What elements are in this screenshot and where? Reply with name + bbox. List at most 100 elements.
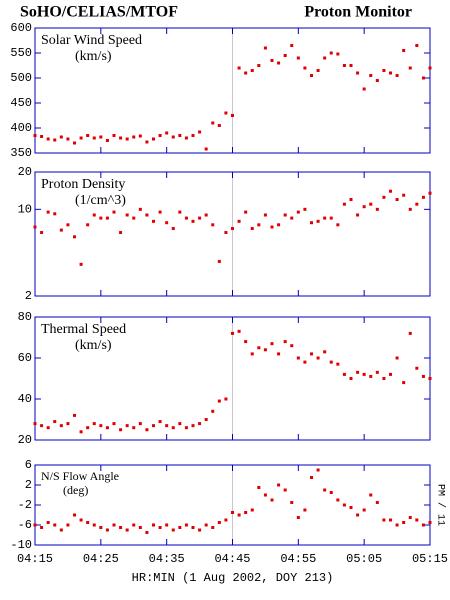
y-tick-label: 20	[18, 433, 32, 447]
data-point	[73, 413, 76, 417]
data-point	[46, 210, 50, 214]
data-point	[375, 207, 379, 211]
data-point	[171, 135, 175, 139]
data-point	[342, 202, 346, 206]
data-point	[158, 134, 162, 137]
data-point	[138, 422, 142, 426]
data-point	[382, 69, 386, 72]
data-point	[145, 140, 149, 144]
y-tick-label: 40	[18, 392, 32, 406]
data-point	[191, 526, 195, 529]
data-point	[402, 381, 406, 385]
data-point	[132, 523, 136, 527]
data-point	[356, 370, 360, 374]
data-point	[356, 213, 360, 217]
data-point	[270, 59, 274, 62]
data-point	[277, 61, 281, 65]
data-point	[290, 344, 294, 348]
data-point	[428, 377, 432, 380]
data-point	[105, 528, 109, 532]
x-tick-label: 04:15	[17, 552, 53, 566]
data-point	[40, 424, 44, 428]
panel-label: Proton Density	[41, 177, 125, 192]
data-point	[125, 424, 129, 428]
y-tick-label: -10	[10, 538, 32, 552]
data-point	[224, 231, 228, 235]
data-point	[165, 424, 169, 428]
panel-label: Thermal Speed	[41, 322, 126, 337]
data-point	[395, 356, 399, 360]
data-point	[152, 219, 155, 223]
data-point	[250, 508, 254, 512]
data-point	[362, 508, 366, 512]
y-tick-label: 450	[10, 96, 32, 110]
data-point	[310, 221, 313, 225]
data-point	[336, 52, 340, 56]
data-point	[283, 54, 287, 57]
data-point	[184, 216, 188, 220]
data-point	[329, 216, 333, 220]
data-point	[250, 352, 254, 356]
data-point	[296, 356, 300, 360]
y-tick-label: 2	[25, 289, 32, 303]
data-point	[244, 511, 248, 514]
data-point	[59, 228, 63, 232]
y-tick-label: 550	[10, 46, 32, 60]
data-point	[86, 134, 90, 137]
data-point	[33, 422, 37, 426]
data-point	[46, 137, 50, 141]
data-point	[217, 399, 221, 403]
data-point	[165, 523, 169, 527]
data-point	[40, 135, 44, 138]
data-point	[211, 526, 215, 529]
data-point	[178, 210, 182, 214]
data-point	[53, 523, 57, 527]
data-point	[33, 134, 37, 137]
x-tick-label: 04:25	[83, 552, 119, 566]
data-point	[165, 221, 169, 225]
x-tick-label: 04:45	[214, 552, 250, 566]
data-point	[402, 521, 406, 524]
data-point	[329, 491, 333, 494]
data-point	[119, 526, 123, 529]
data-point	[158, 526, 162, 529]
data-point	[342, 372, 346, 376]
data-point	[138, 526, 142, 529]
x-tick-label: 05:05	[346, 552, 382, 566]
data-point	[283, 213, 287, 217]
data-point	[382, 518, 386, 522]
data-point	[408, 66, 412, 70]
data-point	[86, 521, 90, 524]
data-point	[310, 352, 313, 356]
data-point	[316, 219, 320, 223]
data-point	[408, 516, 412, 519]
data-point	[277, 223, 281, 227]
data-point	[66, 523, 70, 527]
data-point	[40, 231, 44, 235]
data-point	[73, 513, 76, 517]
data-point	[257, 486, 261, 489]
panel-unit: (km/s)	[75, 49, 112, 64]
data-point	[250, 227, 254, 231]
data-point	[408, 331, 412, 335]
data-point	[105, 216, 109, 220]
data-point	[33, 225, 37, 229]
data-point	[171, 528, 175, 532]
data-point	[362, 205, 366, 209]
data-point	[389, 71, 392, 75]
data-point	[270, 342, 274, 346]
data-point	[231, 114, 234, 117]
data-point	[375, 370, 379, 374]
data-point	[369, 202, 373, 206]
data-point	[283, 340, 287, 344]
data-point	[99, 216, 103, 220]
data-point	[132, 426, 136, 430]
data-point	[303, 508, 307, 512]
data-point	[86, 426, 90, 430]
data-point	[191, 424, 195, 428]
y-tick-label: 500	[10, 71, 32, 85]
data-point	[342, 64, 346, 67]
data-point	[66, 422, 70, 426]
y-tick-label: 600	[10, 21, 32, 35]
data-point	[349, 64, 353, 67]
